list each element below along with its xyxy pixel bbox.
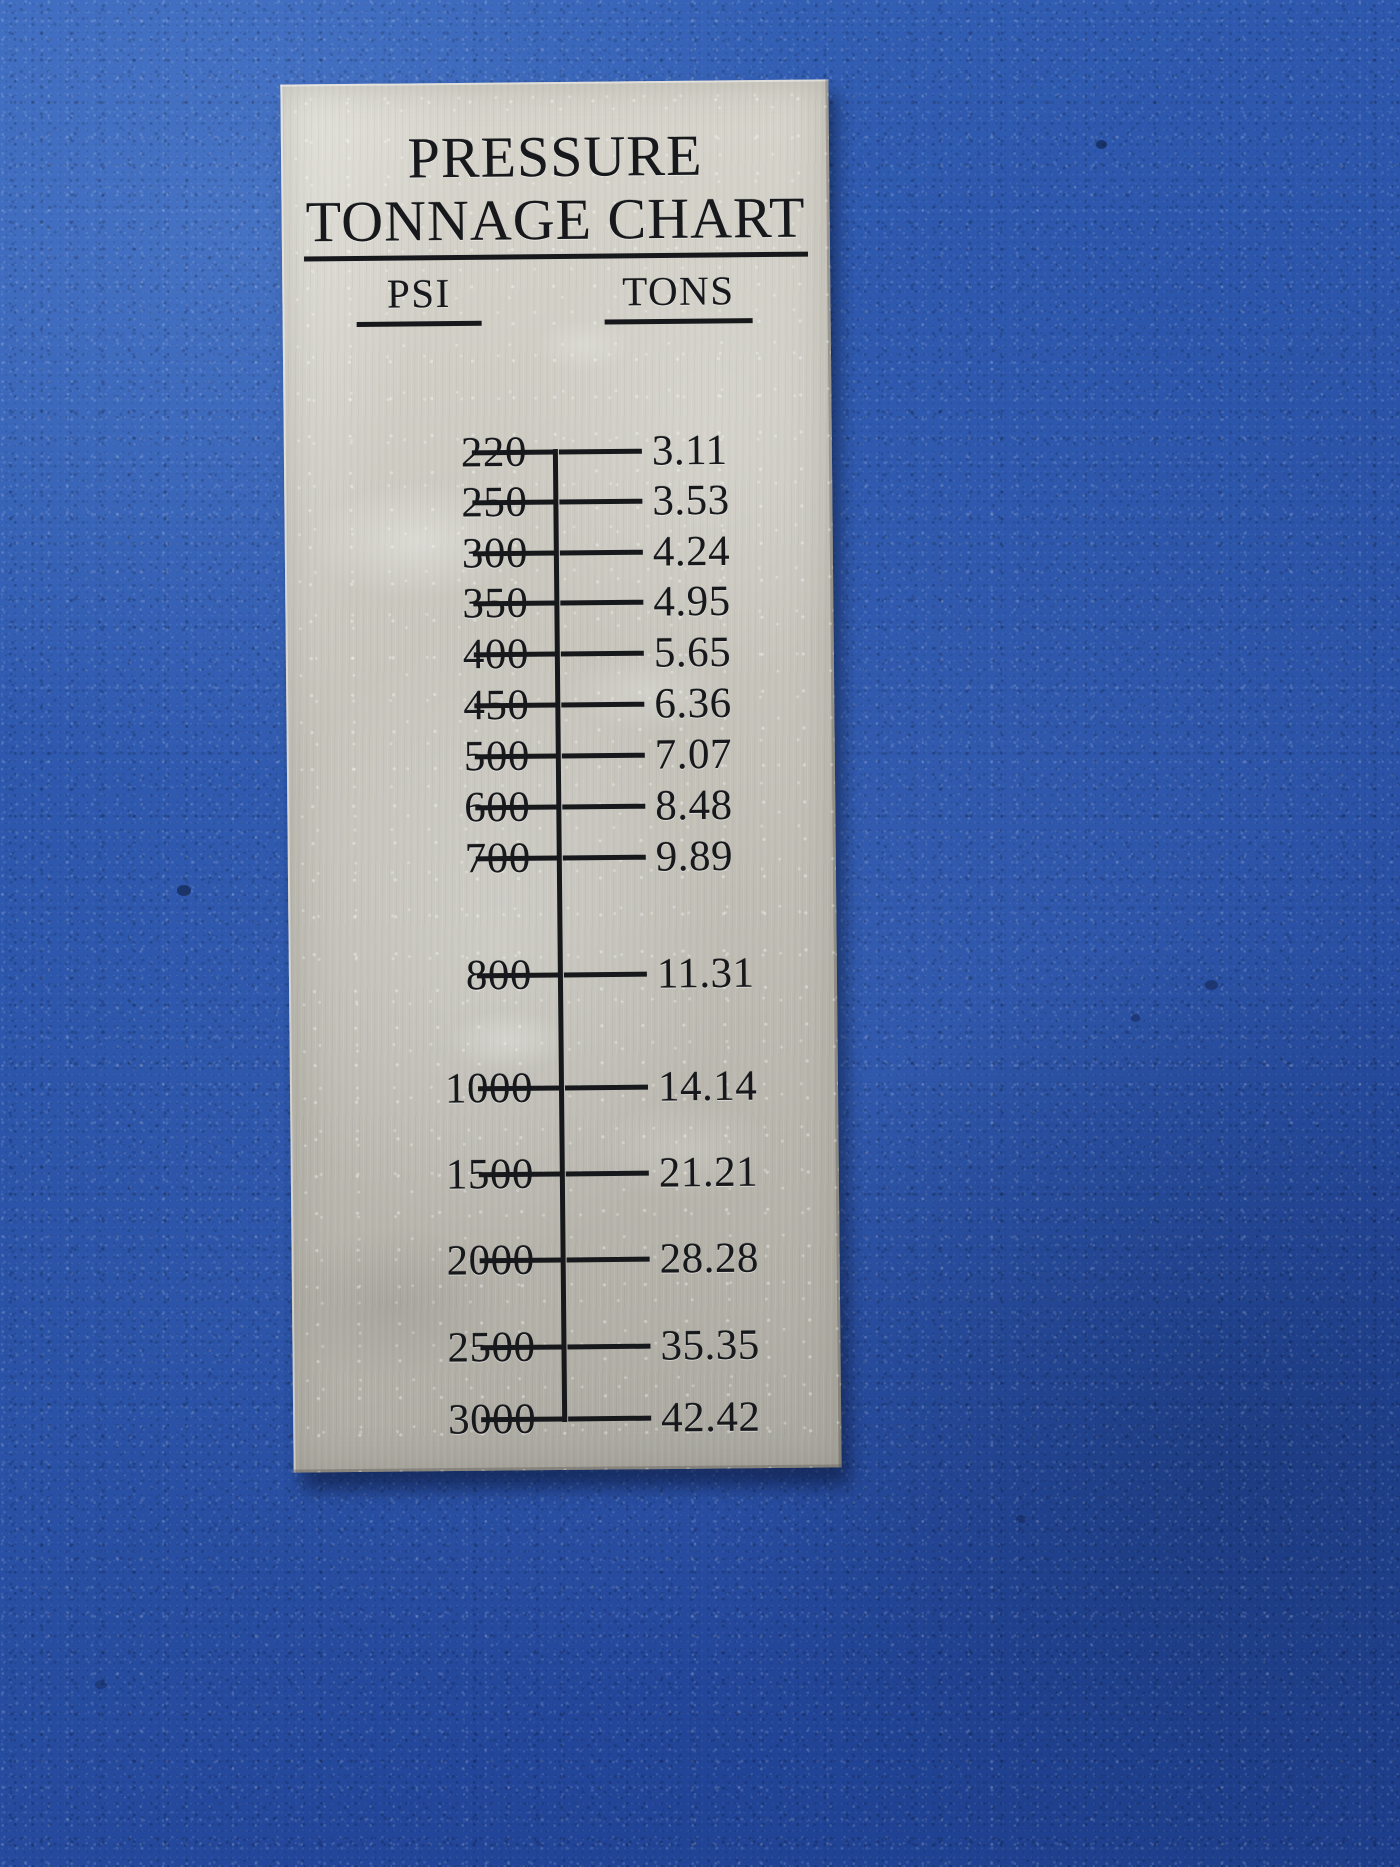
tick-line-left (473, 600, 556, 607)
tick-line-left (476, 972, 559, 979)
tick-line-left (473, 651, 556, 658)
table-row: 3000 42.42 (293, 1394, 841, 1444)
tick-line-right (562, 803, 646, 810)
tick-line-right (565, 1170, 649, 1177)
table-row: 2500 35.35 (292, 1322, 840, 1372)
tons-value: 5.65 (653, 628, 732, 677)
tick-line-left (474, 753, 557, 760)
tick-line-left (477, 1085, 561, 1092)
table-row: 600 8.48 (287, 782, 835, 832)
tons-value: 4.24 (652, 527, 731, 576)
tons-value: 7.07 (654, 730, 733, 779)
tons-value: 35.35 (660, 1321, 760, 1370)
tons-value: 42.42 (660, 1393, 761, 1442)
table-row: 800 11.31 (289, 950, 837, 1000)
table-row: 700 9.89 (288, 833, 836, 883)
table-row: 400 5.65 (286, 629, 834, 679)
tons-value: 8.48 (655, 781, 733, 830)
paint-speck (177, 885, 191, 896)
conversion-rows: 220 3.11 250 3.53 300 4.24 350 4.95 400 5.65 450 6.… (280, 79, 841, 1472)
tons-value: 9.89 (655, 832, 734, 881)
table-row: 2000 28.28 (292, 1235, 840, 1285)
tick-line-left (472, 550, 555, 557)
tons-value: 14.14 (657, 1062, 758, 1111)
table-row: 250 3.53 (284, 477, 832, 527)
tons-value: 3.53 (652, 476, 730, 525)
tick-line-left (481, 1416, 564, 1423)
table-row: 220 3.11 (284, 427, 832, 477)
tons-value: 3.11 (651, 426, 728, 475)
tons-value: 4.95 (653, 577, 731, 626)
tick-line-right (566, 1256, 650, 1263)
tick-line-left (471, 449, 554, 456)
tick-line-right (560, 650, 644, 657)
tick-line-left (480, 1344, 563, 1351)
tick-line-right (558, 448, 642, 455)
table-row: 1000 14.14 (290, 1063, 838, 1113)
tick-line-right (561, 752, 645, 759)
tick-line-left (474, 702, 557, 709)
tick-line-right (568, 1415, 652, 1422)
table-row: 1500 21.21 (291, 1149, 839, 1199)
paint-speck (1205, 980, 1218, 990)
tick-line-right (567, 1343, 651, 1350)
pressure-tonnage-chart-plate: PRESSURE TONNAGE CHART PSI TONS 220 3.11 2… (280, 79, 850, 1491)
tick-line-right (560, 599, 644, 606)
tick-line-right (559, 498, 643, 505)
tons-value: 28.28 (659, 1234, 760, 1283)
tick-line-right (559, 549, 643, 556)
table-row: 450 6.36 (286, 680, 834, 730)
table-row: 300 4.24 (285, 528, 833, 578)
paint-speck (1096, 140, 1107, 149)
tons-value: 6.36 (654, 679, 732, 728)
paint-speck (1016, 1515, 1026, 1523)
table-row: 350 4.95 (285, 578, 833, 628)
tick-line-left (475, 855, 558, 862)
tick-line-right (563, 971, 647, 978)
tick-line-left (475, 804, 558, 811)
tick-line-right (561, 701, 645, 708)
tick-line-left (478, 1171, 561, 1178)
tick-line-left (472, 499, 555, 506)
tick-line-right (564, 1084, 649, 1091)
tons-value: 21.21 (658, 1148, 759, 1197)
paint-speck (95, 1680, 107, 1689)
paint-speck (1131, 1014, 1140, 1022)
tick-line-right (562, 854, 646, 861)
plate-engraved-content: PRESSURE TONNAGE CHART PSI TONS 220 3.11 2… (280, 79, 841, 1472)
tons-value: 11.31 (656, 949, 755, 998)
table-row: 500 7.07 (287, 731, 835, 781)
tick-line-left (479, 1257, 562, 1264)
